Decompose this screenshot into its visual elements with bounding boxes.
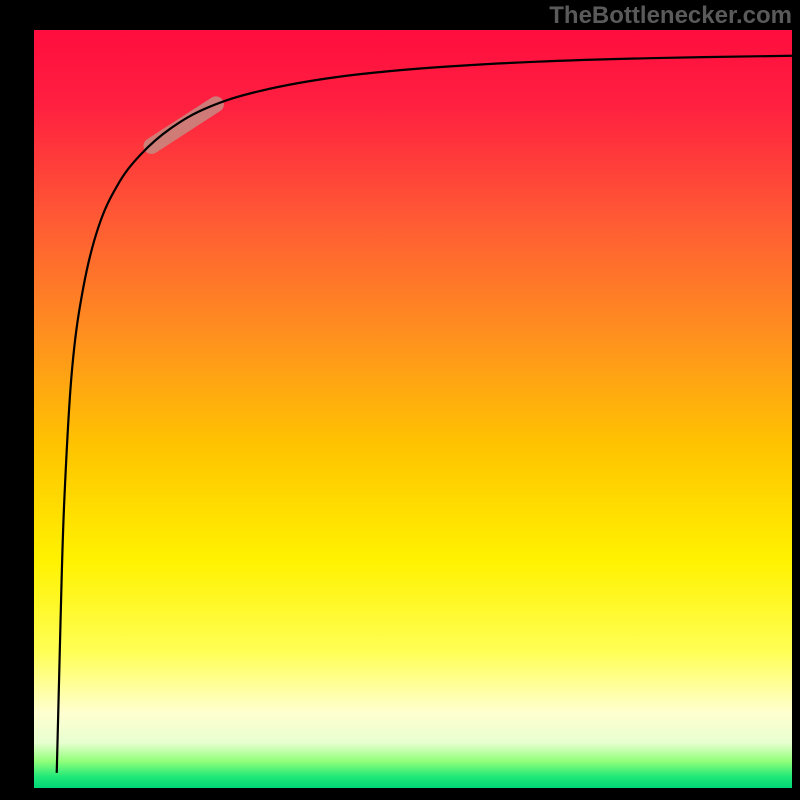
watermark-text: TheBottlenecker.com [549, 2, 792, 30]
plot-area [34, 30, 792, 788]
bottleneck-curve [57, 56, 792, 773]
chart-svg [34, 30, 792, 788]
highlight-segment [151, 104, 215, 146]
chart-frame: TheBottlenecker.com [0, 0, 800, 800]
